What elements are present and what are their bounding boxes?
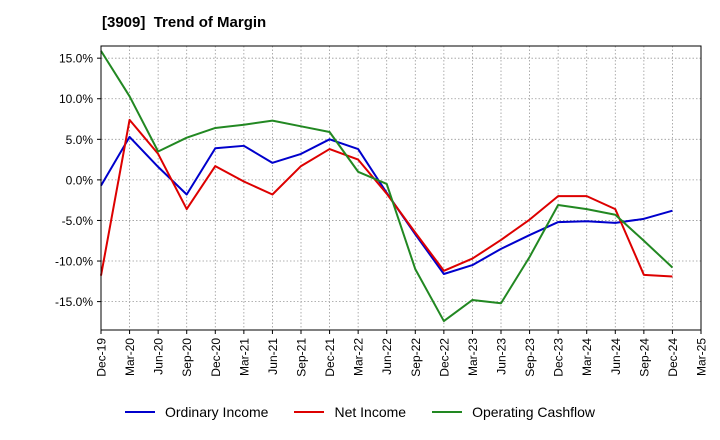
- y-tick-label: -10.0%: [55, 255, 93, 269]
- x-tick-label: Sep-20: [180, 338, 194, 377]
- legend-item-operating-cashflow: Operating Cashflow: [432, 404, 595, 420]
- x-tick-label: Dec-24: [666, 338, 680, 377]
- x-tick-label: Dec-21: [323, 338, 337, 377]
- plot-frame: [100, 45, 702, 331]
- operating-cashflow-line: [100, 50, 674, 323]
- x-tick-label: Jun-24: [609, 338, 623, 375]
- y-tick-label: 15.0%: [59, 52, 93, 66]
- x-tick-label: Dec-22: [437, 338, 451, 377]
- x-tick-label: Mar-25: [695, 338, 709, 376]
- x-tick-label: Mar-20: [123, 338, 137, 376]
- x-tick-label: Sep-21: [295, 338, 309, 377]
- legend-item-net-income: Net Income: [294, 404, 406, 420]
- axis-layer: 15.0% 10.0% 5.0% 0.0% -5.0% -10.0% -15.0% Dec-1…: [55, 45, 709, 377]
- legend-label: Operating Cashflow: [472, 404, 596, 420]
- x-tick-label: Mar-21: [237, 338, 251, 376]
- x-tick-label: Dec-23: [552, 338, 566, 377]
- x-tick-label: Jun-21: [266, 338, 280, 375]
- x-tick-label: Mar-23: [466, 338, 480, 376]
- x-tick-label: Mar-22: [352, 338, 366, 376]
- x-tick-label: Jun-20: [152, 338, 166, 375]
- legend-swatch: [294, 411, 325, 413]
- y-tick-label: -15.0%: [55, 295, 93, 309]
- legend-label: Ordinary Income: [164, 404, 269, 420]
- legend-swatch: [124, 411, 155, 413]
- x-tick-label: Jun-23: [495, 338, 509, 375]
- net-income-line: [100, 118, 673, 278]
- legend-label: Net Income: [334, 404, 407, 420]
- x-tick-label: Mar-24: [580, 338, 594, 376]
- chart-title: [3909] Trend of Margin: [102, 14, 267, 31]
- chart-legend: Ordinary Income Net Income Operating Cashf…: [0, 404, 720, 420]
- legend-swatch: [432, 411, 463, 413]
- x-tick-label: Sep-24: [637, 338, 651, 377]
- y-tick-label: -5.0%: [62, 214, 94, 228]
- series-layer: [100, 50, 674, 323]
- x-tick-label: Jun-22: [380, 338, 394, 375]
- legend-item-ordinary-income: Ordinary Income: [124, 404, 269, 420]
- x-tick-label: Dec-19: [95, 338, 109, 377]
- x-tick-label: Sep-23: [523, 338, 537, 377]
- y-tick-label: 10.0%: [59, 92, 93, 106]
- y-tick-label: 0.0%: [66, 173, 94, 187]
- y-tick-label: 5.0%: [66, 133, 94, 147]
- x-tick-label: Dec-20: [209, 338, 223, 377]
- x-tick-label: Sep-22: [409, 338, 423, 377]
